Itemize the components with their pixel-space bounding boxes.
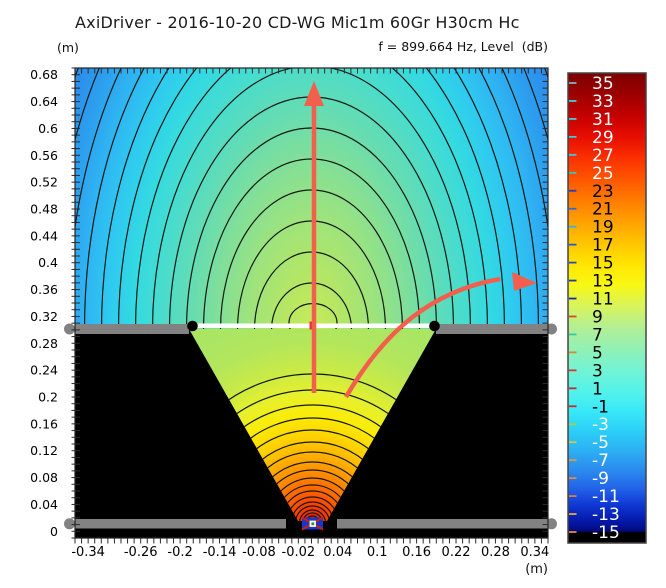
y-tick-label: 0.36	[30, 282, 58, 297]
colorbar-label: -5	[592, 433, 609, 453]
x-tick-label: -0.14	[203, 545, 237, 560]
colorbar-label: -13	[592, 505, 620, 525]
y-tick-label: 0.12	[30, 443, 58, 458]
colorbar-label: -15	[592, 523, 620, 543]
colorbar-label: 19	[592, 218, 614, 238]
colorbar-label: 13	[592, 272, 614, 292]
plot-title: AxiDriver - 2016-10-20 CD-WG Mic1m 60Gr …	[75, 13, 520, 32]
y-tick-label: 0.48	[30, 202, 58, 217]
bottom-baffle-right	[337, 519, 548, 529]
y-axis-labels: 0 0.04 0.08 0.12 0.16 0.2 0.24 0.28 0.32 0.36 0.4 0…	[30, 67, 58, 539]
colorbar-label: 11	[592, 290, 614, 310]
colorbar-label: 23	[592, 182, 614, 202]
colorbar-label: 15	[592, 254, 614, 274]
y-tick-label: 0.64	[30, 94, 58, 109]
colorbar-label: 35	[592, 74, 614, 94]
colorbar-label: 31	[592, 110, 614, 130]
x-tick-label: 0.22	[442, 545, 471, 560]
mic-position-tick	[309, 321, 312, 330]
colorbar-label: 7	[592, 325, 603, 345]
colorbar-label: -3	[592, 415, 609, 435]
colorbar-label: -1	[592, 397, 609, 417]
y-tick-label: 0.68	[30, 67, 58, 82]
rotation-direction-arrow	[344, 276, 501, 399]
colorbar: 3533312927252321191715131197531-1-3-5-7-…	[567, 72, 647, 544]
mouth-lip-dot	[429, 320, 440, 332]
plot-axes	[71, 67, 549, 544]
plot-subtitle: f = 899.664 Hz, Level (dB)	[378, 39, 548, 54]
compression-driver	[301, 516, 324, 531]
colorbar-label: -7	[592, 451, 609, 471]
y-tick-label: 0.56	[30, 148, 58, 163]
x-axis-unit-label: (m)	[525, 562, 548, 577]
x-tick-label: -0.08	[242, 545, 276, 560]
y-tick-label: 0	[50, 524, 58, 539]
colorbar-label: -11	[592, 487, 620, 507]
x-tick-label: 0.34	[520, 545, 549, 560]
colorbar-label: 27	[592, 146, 614, 166]
colorbar-label: 9	[592, 307, 603, 327]
colorbar-label: 5	[592, 343, 603, 363]
x-tick-label: 0.04	[323, 545, 352, 560]
bottom-baffle-left	[75, 519, 286, 529]
x-tick-label: -0.34	[71, 545, 105, 560]
y-tick-label: 0.2	[38, 390, 58, 405]
x-tick-label: -0.26	[124, 545, 158, 560]
baffle-bar-right	[436, 324, 548, 334]
colorbar-label: 21	[592, 200, 614, 220]
x-tick-label: 0.1	[367, 545, 388, 560]
colorbar-label: 33	[592, 92, 614, 112]
colorbar-label: 25	[592, 164, 614, 184]
colorbar-label: 3	[592, 361, 603, 381]
y-tick-label: 0.6	[38, 121, 58, 136]
y-tick-label: 0.4	[38, 255, 58, 270]
colorbar-label: 29	[592, 128, 614, 148]
y-tick-label: 0.32	[30, 309, 58, 324]
y-tick-label: 0.24	[30, 363, 58, 378]
y-tick-label: 0.28	[30, 336, 58, 351]
y-tick-label: 0.52	[30, 175, 58, 190]
x-tick-label: -0.2	[167, 545, 192, 560]
colorbar-label: 17	[592, 236, 614, 256]
baffle-bar-left	[75, 324, 189, 334]
horn-interior-field	[189, 329, 436, 521]
colorbar-label: 1	[592, 379, 603, 399]
colorbar-label: -9	[592, 469, 609, 489]
y-tick-label: 0.04	[30, 497, 58, 512]
x-tick-label: 0.16	[402, 545, 431, 560]
y-tick-label: 0.16	[30, 416, 58, 431]
x-axis-labels: -0.34 -0.26 -0.2 -0.14 -0.08 -0.02 0.04 0.1 0.16…	[71, 545, 549, 560]
x-tick-label: 0.28	[481, 545, 510, 560]
y-tick-label: 0.08	[30, 470, 58, 485]
y-axis-unit-label: (m)	[57, 40, 79, 55]
x-tick-label: -0.02	[282, 545, 316, 560]
annotation-arrows	[304, 81, 537, 399]
y-tick-label: 0.44	[30, 228, 58, 243]
mouth-lip-dot	[187, 320, 198, 332]
colorbar-scale	[567, 72, 647, 544]
